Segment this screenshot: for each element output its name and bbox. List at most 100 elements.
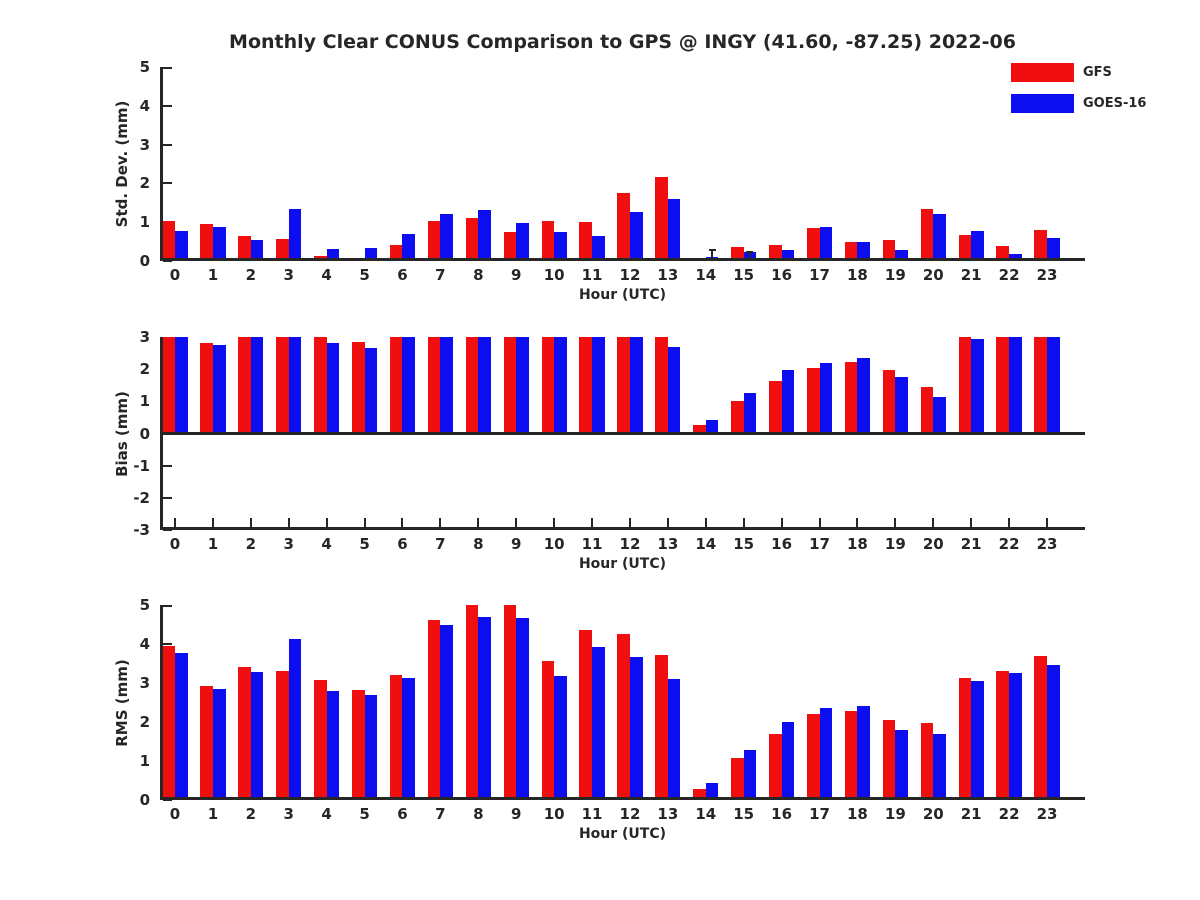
bar-goes-16-hour-19 <box>895 250 908 261</box>
legend: GFS GOES-16 <box>1011 63 1146 125</box>
bar-gfs-hour-14 <box>693 789 706 800</box>
bar-gfs-hour-23 <box>1034 337 1047 434</box>
bar-gfs-hour-20 <box>920 722 934 800</box>
bar-goes-16-hour-9 <box>516 337 529 434</box>
bar-goes-16-hour-21 <box>971 339 984 434</box>
bar-gfs-hour-22 <box>996 337 1010 434</box>
bar-gfs-hour-12 <box>617 337 630 434</box>
x-tick-label: 6 <box>397 535 408 553</box>
bar-gfs-hour-8 <box>465 337 479 434</box>
bar-goes-16-hour-4 <box>326 690 340 800</box>
bar-gfs-hour-2 <box>238 337 251 434</box>
bar-gfs-hour-18 <box>844 711 858 800</box>
y-axis-spine <box>160 67 163 261</box>
y-tick-mark <box>163 643 172 645</box>
bar-goes-16-hour-23 <box>1047 337 1060 434</box>
x-tick-label: 22 <box>998 805 1020 823</box>
x-tick-label: 16 <box>771 266 793 284</box>
x-tick-label: 3 <box>283 266 294 284</box>
y-axis-label-rms: RMS (mm) <box>113 658 131 747</box>
y-tick-label: 4 <box>139 635 150 653</box>
bar-gfs-hour-18 <box>844 242 858 261</box>
x-tick-label: 1 <box>207 535 219 553</box>
bar-goes-16-hour-10 <box>554 231 567 261</box>
bar-gfs-hour-20 <box>920 387 934 434</box>
x-tick-label: 14 <box>695 535 717 553</box>
bar-gfs-hour-0 <box>162 337 175 434</box>
x-tick-label: 11 <box>581 805 603 823</box>
y-tick-label: 0 <box>139 252 150 270</box>
x-tick-label: 10 <box>543 266 565 284</box>
x-tick-label: 15 <box>733 535 755 553</box>
x-tick-label: 13 <box>657 805 679 823</box>
bar-gfs-hour-8 <box>465 605 479 800</box>
bar-gfs-hour-22 <box>996 670 1010 800</box>
bar-gfs-hour-2 <box>238 666 251 800</box>
bar-gfs-hour-16 <box>769 733 782 800</box>
x-tick-label: 19 <box>884 535 906 553</box>
legend-item-goes16: GOES-16 <box>1011 94 1146 113</box>
bar-gfs-hour-13 <box>655 176 668 261</box>
bar-gfs-hour-9 <box>503 337 517 434</box>
bar-gfs-hour-23 <box>1034 656 1047 800</box>
bar-goes-16-hour-9 <box>516 222 529 261</box>
bar-gfs-hour-8 <box>465 217 479 261</box>
bar-gfs-hour-11 <box>579 222 593 261</box>
x-tick-label: 20 <box>922 266 944 284</box>
bar-goes-16-hour-13 <box>667 678 681 800</box>
bar-goes-16-hour-9 <box>516 617 529 800</box>
bar-goes-16-hour-0 <box>175 230 188 261</box>
bar-goes-16-hour-15 <box>743 749 757 800</box>
bar-gfs-hour-17 <box>806 713 820 800</box>
bar-goes-16-hour-16 <box>781 369 795 434</box>
bar-goes-16-hour-20 <box>933 214 946 261</box>
bar-goes-16-hour-5 <box>364 247 378 261</box>
whisker-hour-15 <box>748 250 751 261</box>
bar-gfs-hour-7 <box>427 619 441 800</box>
subplot-bias: Bias (mm) 3 2 1 0 -1 -2 -3 0 1 2 3 4 5 6 7 8 9 10 11 12 13 14… <box>113 328 1085 572</box>
x-tick-label: 4 <box>321 535 332 553</box>
x-tick-label: 17 <box>809 266 830 284</box>
x-tick-mark <box>591 518 594 527</box>
x-tick-label: 2 <box>245 266 257 284</box>
x-tick-label: 9 <box>510 535 522 553</box>
bar-goes-16-hour-4 <box>326 343 340 434</box>
y-tick-label: 0 <box>139 791 150 809</box>
chart-title: Monthly Clear CONUS Comparison to GPS @ … <box>229 31 1016 53</box>
x-tick-label: 21 <box>960 535 982 553</box>
y-tick-label: 3 <box>139 328 150 346</box>
bar-goes-16-hour-16 <box>781 250 795 261</box>
bar-gfs-hour-18 <box>844 362 858 434</box>
bar-gfs-hour-10 <box>541 337 555 434</box>
bar-goes-16-hour-7 <box>440 624 453 800</box>
bar-gfs-hour-22 <box>996 246 1010 261</box>
y-tick-label: 3 <box>139 674 150 692</box>
bar-gfs-hour-15 <box>731 246 744 261</box>
bar-gfs-hour-6 <box>389 674 403 800</box>
bar-gfs-hour-0 <box>162 221 175 261</box>
x-tick-label: 17 <box>809 805 830 823</box>
bar-goes-16-hour-17 <box>819 227 833 261</box>
bar-goes-16-hour-12 <box>629 657 643 800</box>
bar-goes-16-hour-18 <box>857 705 871 800</box>
x-tick-label: 9 <box>510 266 522 284</box>
bar-gfs-hour-10 <box>541 660 555 800</box>
x-tick-label: 19 <box>884 266 906 284</box>
x-tick-label: 22 <box>998 535 1020 553</box>
bar-goes-16-hour-13 <box>667 198 681 261</box>
bar-gfs-hour-7 <box>427 221 441 261</box>
bar-gfs-hour-3 <box>276 337 289 434</box>
x-tick-label: 2 <box>245 805 257 823</box>
y-tick-label: -2 <box>133 488 150 507</box>
subplot-rms: RMS (mm) 5 4 3 2 1 0 0 1 2 3 4 5 6 7 8 9 10 11 12 13 14 15 16 1… <box>113 596 1085 842</box>
bar-gfs-hour-4 <box>314 679 327 800</box>
bar-gfs-hour-6 <box>389 245 403 261</box>
y-tick-mark <box>163 143 172 146</box>
bar-goes-16-hour-7 <box>440 337 453 434</box>
legend-swatch-goes16 <box>1011 94 1074 113</box>
x-tick-label: 11 <box>581 535 603 553</box>
whisker-cap-hour-14 <box>708 249 716 252</box>
x-tick-label: 18 <box>846 266 868 284</box>
bar-gfs-hour-17 <box>806 367 820 434</box>
